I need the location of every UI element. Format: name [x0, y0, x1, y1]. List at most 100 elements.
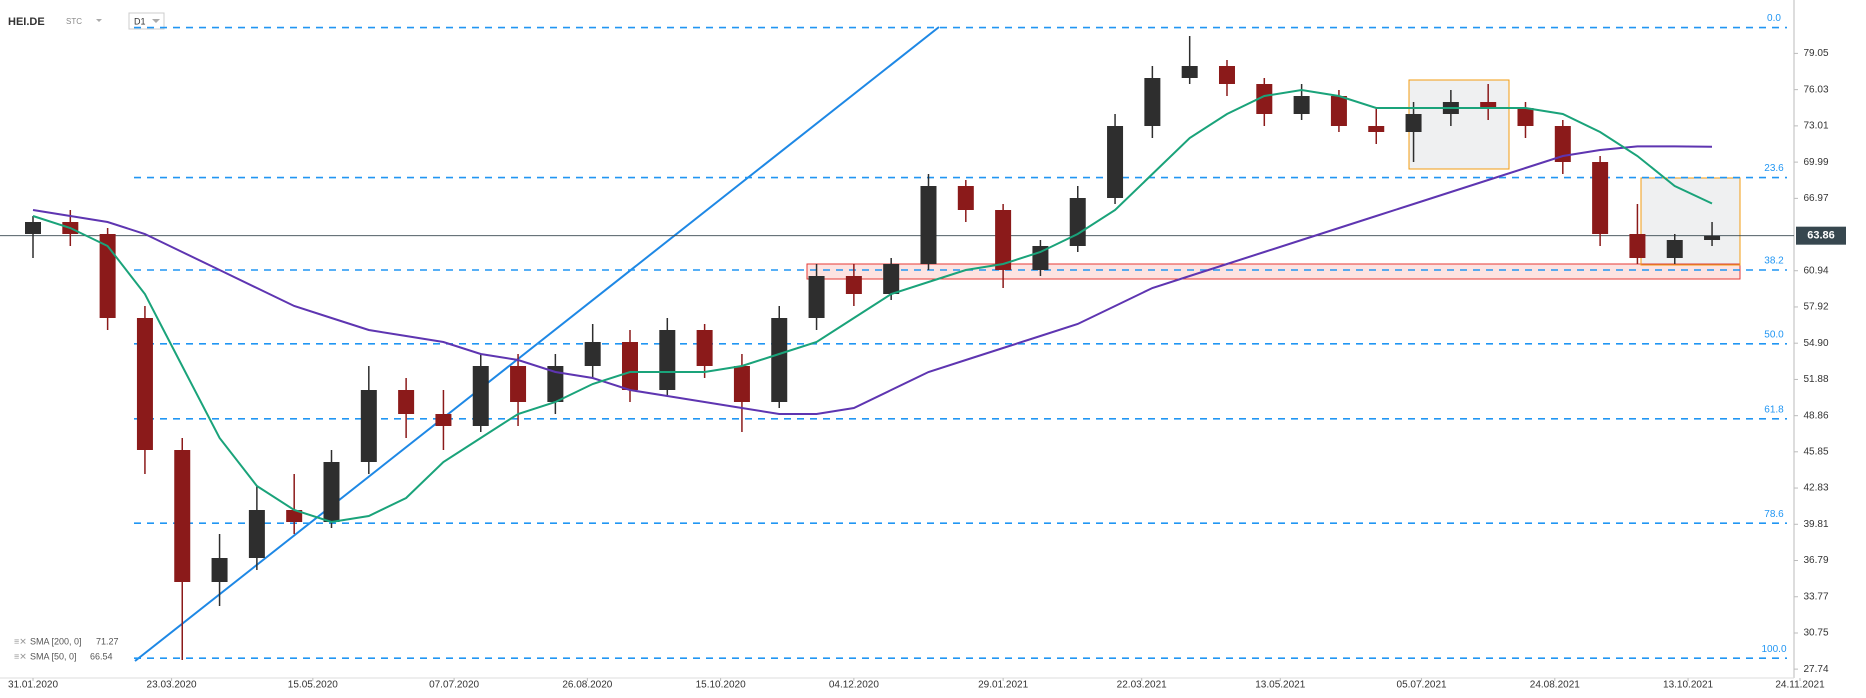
market[interactable]: STC: [66, 17, 82, 26]
y-tick-label: 76.03: [1803, 84, 1828, 95]
candle-body: [1629, 234, 1646, 258]
legend-name: SMA [200, 0]: [30, 636, 82, 646]
candle-body: [360, 390, 377, 462]
candle-body: [211, 558, 228, 582]
fib-label: 78.6: [1764, 509, 1784, 520]
candle-body: [1592, 162, 1609, 234]
y-tick-label: 79.05: [1803, 48, 1828, 59]
candle-body: [771, 318, 788, 402]
x-tick-label: 31.01.2020: [8, 680, 58, 691]
candle-body: [1144, 78, 1161, 126]
x-tick-label: 13.10.2021: [1663, 680, 1713, 691]
symbol: HEI.DE: [8, 16, 45, 28]
x-tick-label: 29.01.2021: [978, 680, 1028, 691]
fib-label: 38.2: [1764, 256, 1784, 267]
x-tick-label: 07.07.2020: [429, 680, 479, 691]
legend-icon[interactable]: ≡✕: [14, 651, 27, 661]
x-tick-label: 04.12.2020: [829, 680, 879, 691]
candle-body: [808, 276, 825, 318]
candle-body: [1330, 96, 1347, 126]
current-price-label: 63.86: [1807, 230, 1835, 242]
x-tick-label: 05.07.2021: [1397, 680, 1447, 691]
y-tick-label: 27.74: [1803, 664, 1828, 675]
candle-body: [1181, 66, 1198, 78]
candle-body: [1480, 102, 1497, 108]
y-tick-label: 66.97: [1803, 193, 1828, 204]
candle-body: [136, 318, 153, 450]
candle-body: [733, 366, 750, 402]
x-tick-label: 24.08.2021: [1530, 680, 1580, 691]
legend-name: SMA [50, 0]: [30, 651, 77, 661]
candle-body: [995, 210, 1012, 270]
candle-body: [1704, 235, 1721, 240]
consolidation-box[interactable]: [1640, 177, 1741, 266]
y-tick-label: 54.90: [1803, 338, 1828, 349]
candle-body: [1032, 246, 1049, 270]
candle-body: [883, 264, 900, 294]
y-tick-label: 45.85: [1803, 446, 1828, 457]
y-tick-label: 69.99: [1803, 157, 1828, 168]
x-tick-label: 24.11.2021: [1775, 680, 1825, 691]
y-tick-label: 33.77: [1803, 591, 1828, 602]
candle-body: [1293, 96, 1310, 114]
current-price-box: [1796, 226, 1846, 245]
candle-body: [1107, 126, 1124, 198]
candle-body: [99, 234, 116, 318]
candle-body: [920, 186, 937, 264]
candle-body: [547, 366, 564, 402]
x-tick-label: 15.10.2020: [696, 680, 746, 691]
candle-body: [584, 342, 601, 366]
y-tick-label: 42.83: [1803, 483, 1828, 494]
candle-body: [621, 342, 638, 390]
y-tick-label: 48.86: [1803, 410, 1828, 421]
candle-body: [323, 462, 340, 522]
candle-body: [1517, 108, 1534, 126]
x-tick-label: 26.08.2020: [562, 680, 612, 691]
y-tick-label: 51.88: [1803, 374, 1828, 385]
candle-body: [1069, 198, 1086, 246]
fib-label: 61.8: [1764, 404, 1784, 415]
candle-body: [398, 390, 415, 414]
candle-body: [286, 510, 303, 522]
y-tick-label: 57.92: [1803, 302, 1828, 313]
sma-line: [32, 145, 1713, 415]
fib-label: 23.6: [1764, 163, 1784, 174]
candle-body: [25, 222, 41, 234]
fib-label: 0.0: [1767, 13, 1781, 24]
candle-body: [1256, 84, 1273, 114]
candle-body: [472, 366, 489, 426]
legend-icon[interactable]: ≡✕: [14, 636, 27, 646]
candle-body: [1554, 126, 1571, 162]
dropdown-arrow[interactable]: [152, 19, 160, 23]
x-tick-label: 13.05.2021: [1255, 680, 1305, 691]
legend-value: 71.27: [96, 636, 119, 646]
candle-body: [510, 366, 527, 402]
x-tick-label: 15.05.2020: [288, 680, 338, 691]
candle-body: [248, 510, 265, 558]
candle-body: [1218, 66, 1235, 84]
timeframe[interactable]: D1: [134, 16, 146, 26]
candle-body: [659, 330, 676, 390]
candle-body: [174, 450, 191, 582]
timeframe-box[interactable]: [128, 12, 165, 30]
consolidation-box[interactable]: [1408, 79, 1510, 170]
y-tick-label: 30.75: [1803, 628, 1828, 639]
y-tick-label: 60.94: [1803, 265, 1828, 276]
candle-body: [435, 414, 452, 426]
x-tick-label: 22.03.2021: [1117, 680, 1167, 691]
candle-body: [1666, 240, 1683, 258]
dropdown-arrow[interactable]: [96, 19, 102, 22]
x-tick-label: 23.03.2020: [147, 680, 197, 691]
fib-label: 100.0: [1761, 644, 1786, 655]
candle-body: [1368, 126, 1385, 132]
y-tick-label: 39.81: [1803, 519, 1828, 530]
candle-body: [845, 276, 862, 294]
fib-label: 50.0: [1764, 329, 1784, 340]
y-tick-label: 36.79: [1803, 555, 1828, 566]
legend-value: 66.54: [90, 651, 113, 661]
candle-body: [696, 330, 713, 366]
candle-body: [957, 186, 974, 210]
sma-line: [32, 88, 1713, 524]
